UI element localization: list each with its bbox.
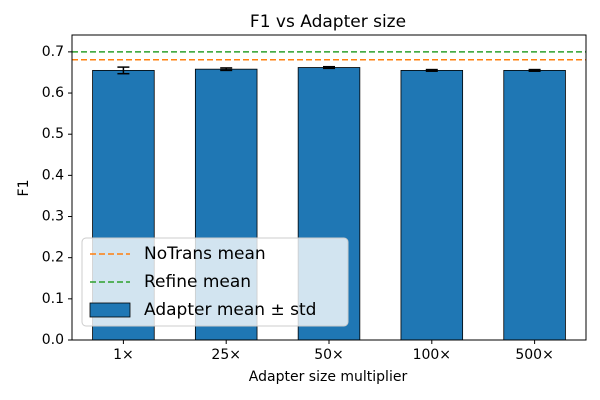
y-axis-label: F1 — [16, 180, 32, 197]
x-tick-label: 100× — [413, 347, 451, 363]
y-tick-label: 0.6 — [42, 85, 64, 101]
chart-title: F1 vs Adapter size — [250, 12, 406, 32]
y-tick-label: 0.0 — [42, 332, 64, 348]
y-tick-label: 0.7 — [42, 44, 64, 60]
y-tick-label: 0.1 — [42, 291, 64, 307]
error-bar — [117, 66, 130, 75]
legend-label: NoTrans mean — [144, 244, 266, 264]
bar — [503, 69, 566, 341]
x-tick-label: 25× — [211, 347, 241, 363]
error-bar — [528, 68, 541, 72]
x-tick-label: 500× — [515, 347, 553, 363]
error-bar — [323, 65, 335, 70]
plot-frame — [71, 34, 587, 341]
legend-swatch — [89, 302, 131, 318]
x-tick-label: 1× — [113, 347, 134, 363]
bar — [400, 69, 464, 341]
legend-box — [81, 237, 349, 327]
legend-label: Adapter mean ± std — [144, 300, 316, 320]
legend-label: Refine mean — [144, 272, 251, 292]
y-tick-label: 0.5 — [42, 126, 64, 142]
error-bar — [425, 68, 438, 72]
y-tick-label: 0.4 — [42, 167, 64, 183]
x-tick-label: 50× — [314, 347, 344, 363]
x-axis-label: Adapter size multiplier — [249, 369, 408, 385]
y-tick-label: 0.3 — [42, 209, 64, 225]
error-bar — [220, 67, 233, 72]
y-tick-label: 0.2 — [42, 250, 64, 266]
